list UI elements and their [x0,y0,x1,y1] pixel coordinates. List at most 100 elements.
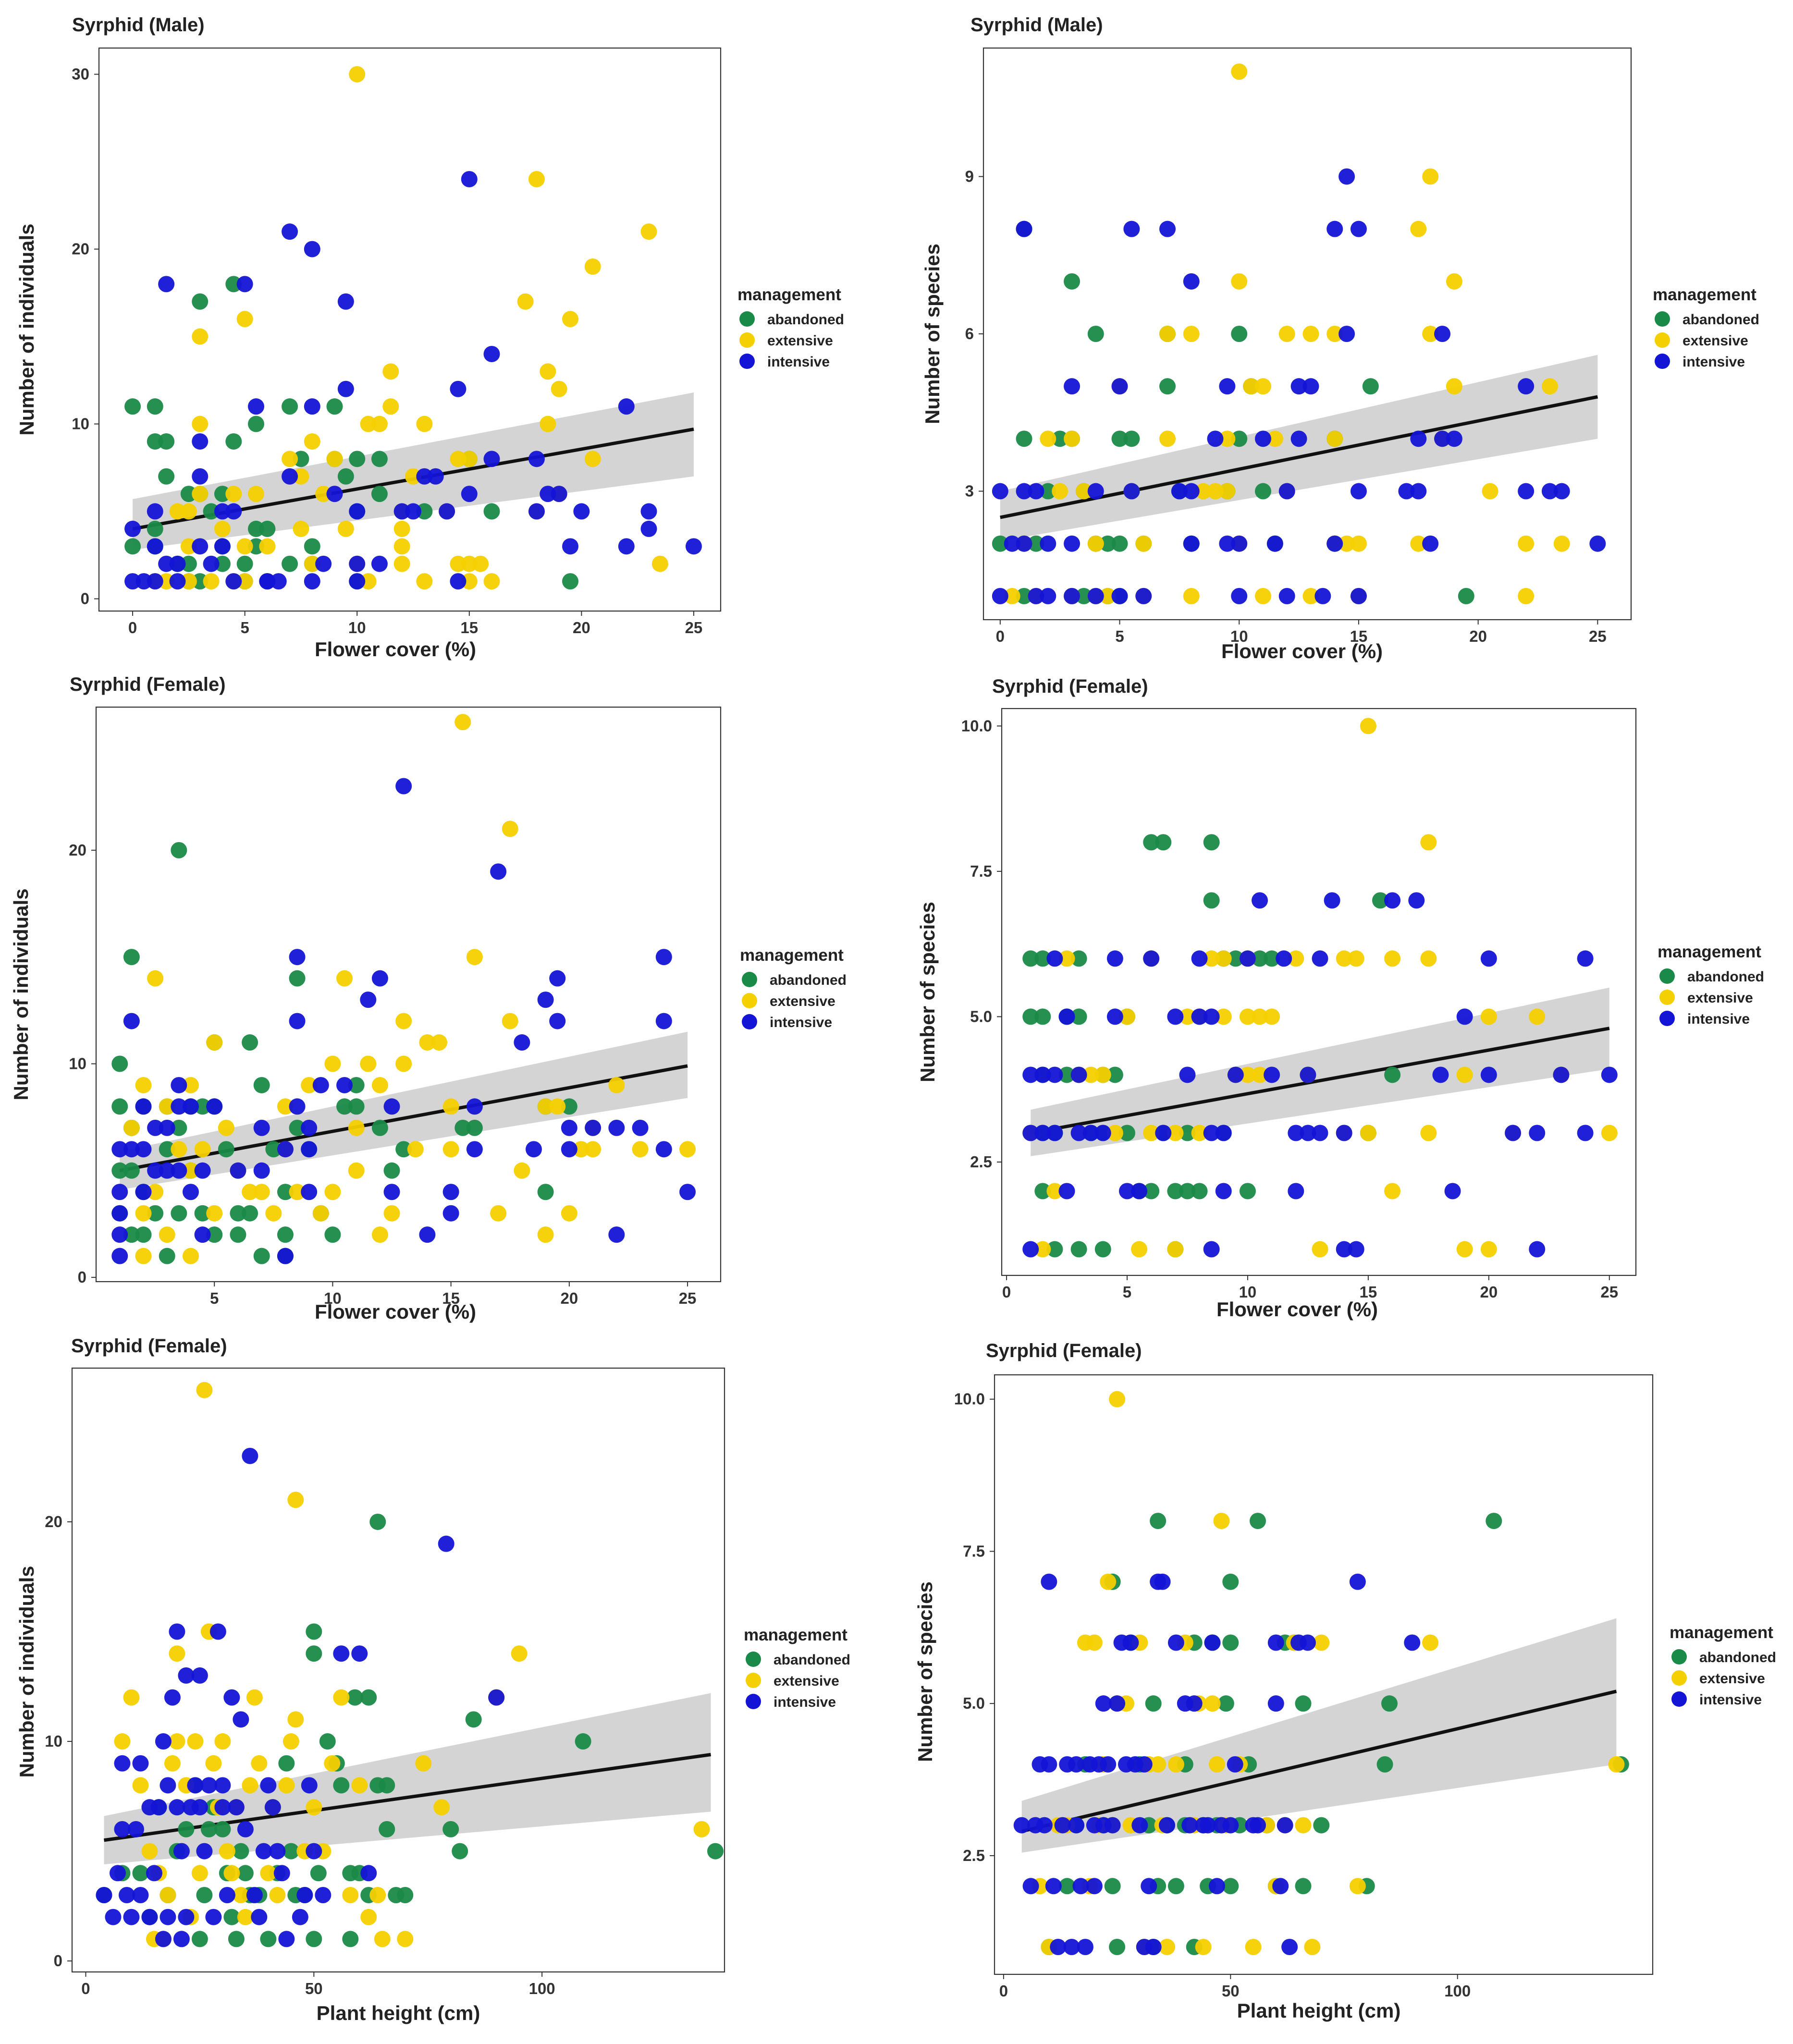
data-point [147,1184,164,1200]
data-point [123,1909,140,1925]
legend-label-abandoned: abandoned [774,1652,850,1668]
data-point [517,293,534,310]
data-point [1239,1066,1256,1083]
data-point [1408,892,1425,909]
data-point [640,520,657,537]
x-axis-title: Flower cover (%) [1221,640,1383,662]
data-point [1136,1756,1153,1773]
data-point [1252,1066,1268,1083]
data-point [246,1689,263,1706]
data-point [336,1077,353,1093]
data-point [123,1226,140,1243]
data-point [1094,1125,1111,1141]
legend-label-intensive: intensive [1699,1692,1762,1708]
data-point [651,555,668,572]
x-tick-label: 20 [560,1289,578,1307]
data-point [461,555,478,572]
data-point [187,1777,204,1794]
x-tick-label: 0 [996,627,1005,645]
data-point [528,503,545,520]
data-point [461,486,478,502]
data-point [1159,220,1176,237]
data-point [337,293,354,310]
data-point [171,842,187,858]
data-point [158,276,175,293]
data-point [326,451,343,467]
data-point [1278,587,1295,604]
data-point [1422,326,1439,342]
data-point [369,1887,386,1904]
data-point [371,451,388,467]
data-point [1131,1183,1148,1199]
data-point [301,1184,318,1200]
data-point [472,555,489,572]
data-point [1058,1008,1075,1025]
x-tick-label: 20 [1469,627,1487,645]
data-point [1267,1695,1284,1712]
data-point [1109,1391,1126,1408]
data-point [537,991,554,1008]
data-point [1064,430,1081,447]
data-point [160,1777,176,1794]
data-point [191,1667,208,1684]
data-point [1480,1008,1497,1025]
data-point [348,1077,365,1093]
data-point [293,451,309,467]
data-point [233,1711,249,1728]
data-point [1456,1241,1473,1258]
data-point [159,1141,175,1158]
data-point [230,1226,246,1243]
data-point [146,1865,162,1882]
data-point [124,573,141,590]
data-point [1118,1008,1135,1025]
data-point [1518,483,1535,500]
y-tick-label: 5.0 [963,1694,985,1712]
x-tick-label: 10 [348,619,366,636]
trend-line [1030,1027,1610,1135]
data-point [147,433,163,450]
data-point [608,1119,625,1136]
data-point [1222,1634,1239,1651]
data-point [282,451,298,467]
data-point [393,520,410,537]
data-point [111,1226,128,1243]
data-point [1094,1241,1111,1258]
data-point [1349,1878,1366,1895]
data-point [383,1205,400,1222]
data-point [1041,1756,1057,1773]
data-point [351,1645,368,1662]
data-point [1295,1817,1312,1834]
legend-title: management [744,1626,847,1644]
y-axis-title: Number of species [921,244,944,424]
data-point [349,66,366,83]
data-point [561,1205,577,1222]
data-point [182,1248,199,1264]
legend-label-extensive: extensive [770,993,835,1009]
data-point [466,1098,483,1115]
data-point [1072,1878,1089,1895]
data-point [379,1777,395,1794]
data-point [525,1141,542,1158]
legend: management abandoned extensive intensive [737,285,844,370]
data-point [483,573,500,590]
x-tick-label: 100 [1444,1982,1471,2000]
data-point [1100,1573,1117,1590]
data-point [336,1098,353,1115]
data-point [111,1248,128,1264]
data-point [203,573,220,590]
data-point [360,1909,377,1925]
legend-label-abandoned: abandoned [770,972,847,988]
data-point [1040,535,1056,552]
data-point [1227,1066,1244,1083]
data-point [1252,950,1268,967]
data-point [264,1799,281,1816]
data-point [1122,1634,1139,1651]
data-point [1589,535,1606,552]
data-point [1075,587,1092,604]
data-point [333,1645,350,1662]
data-point [1410,430,1427,447]
data-point [1106,1066,1123,1083]
data-point [1231,535,1248,552]
data-point [1252,1008,1268,1025]
data-point [251,1755,268,1772]
